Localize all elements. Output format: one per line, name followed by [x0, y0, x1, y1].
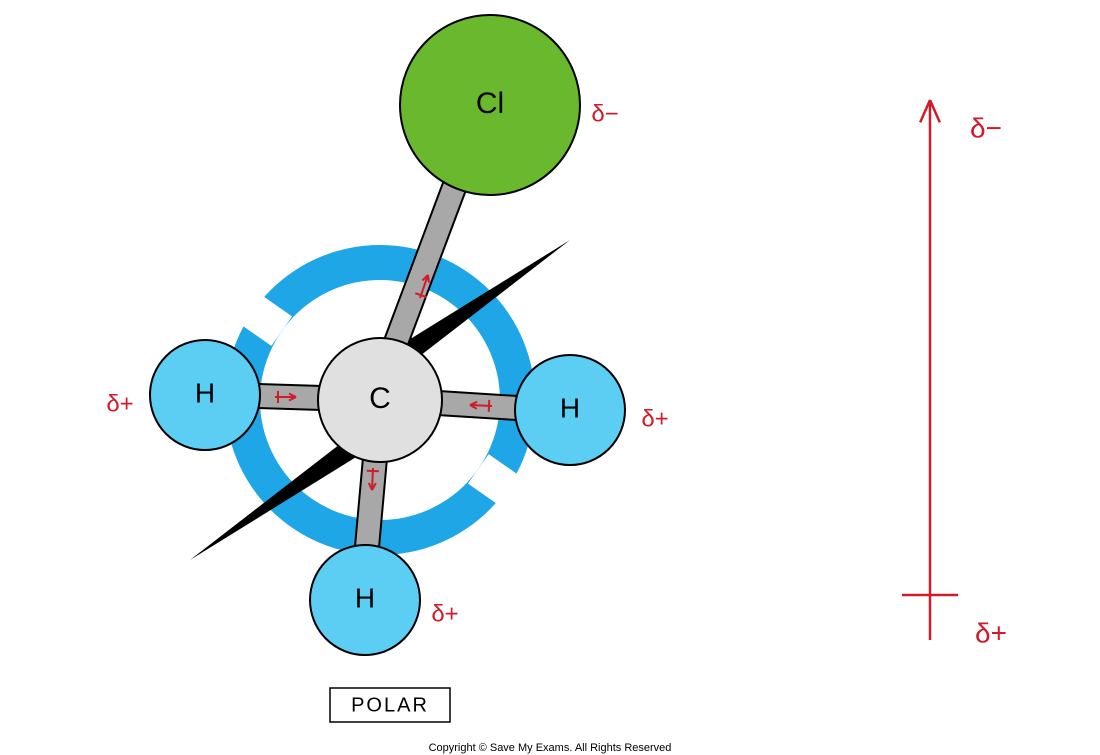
copyright-text: Copyright © Save My Exams. All Rights Re…	[429, 742, 672, 754]
svg-text:H: H	[560, 392, 580, 423]
delta-label: δ+	[106, 390, 133, 417]
svg-text:H: H	[195, 377, 215, 408]
diagram-canvas: C Cl δ− Hδ+ Hδ+ Hδ+ δ− δ+ POLAR Copyright © Save …	[0, 0, 1100, 755]
delta-label: δ+	[431, 600, 458, 627]
molecule-svg: C Cl δ− Hδ+ Hδ+ Hδ+ δ− δ+ POLAR Copyright © Save …	[0, 0, 1100, 755]
polar-label-box: POLAR	[330, 688, 450, 722]
svg-text:δ+: δ+	[975, 617, 1007, 648]
svg-text:Cl: Cl	[476, 87, 504, 120]
net-dipole-arrow: δ− δ+	[902, 100, 1007, 648]
svg-text:POLAR: POLAR	[351, 694, 429, 716]
svg-text:C: C	[369, 382, 391, 415]
svg-text:δ−: δ−	[970, 112, 1002, 143]
delta-label: δ+	[641, 405, 668, 432]
delta-label: δ−	[591, 100, 618, 127]
svg-text:H: H	[355, 582, 375, 613]
